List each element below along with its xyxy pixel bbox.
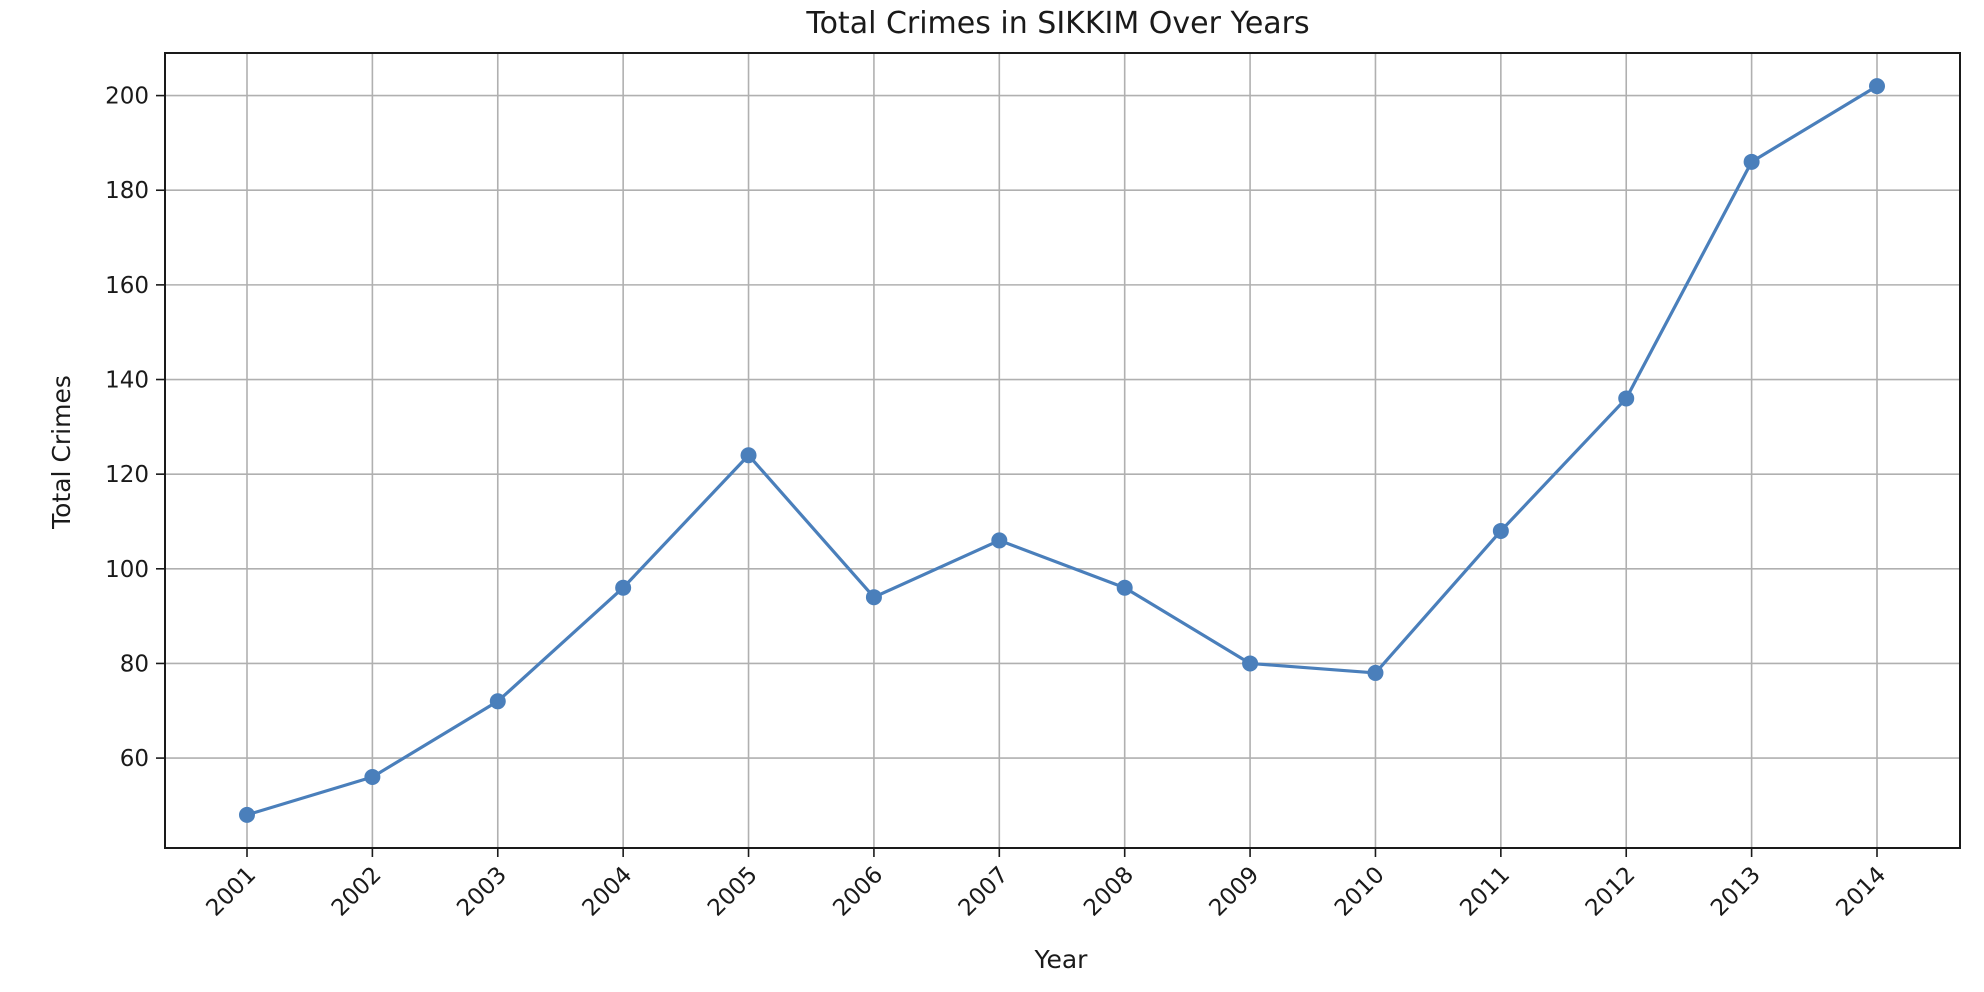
y-tick-label: 80 xyxy=(120,651,149,677)
data-point-marker xyxy=(865,589,882,606)
y-tick-label: 100 xyxy=(105,557,149,583)
data-point-marker xyxy=(1367,664,1384,681)
data-point-marker xyxy=(489,693,506,710)
data-point-marker xyxy=(1743,153,1760,170)
data-point-marker xyxy=(364,769,381,786)
data-point-marker xyxy=(239,806,255,823)
y-tick-label: 140 xyxy=(105,368,149,394)
y-tick-label: 200 xyxy=(105,84,149,110)
data-point-marker xyxy=(740,447,757,464)
data-point-marker xyxy=(1116,579,1133,596)
data-point-marker xyxy=(991,532,1008,549)
tick-marks xyxy=(156,94,1878,857)
series-layer xyxy=(239,78,1885,823)
plot-area-frame xyxy=(164,52,1961,849)
y-tick-label: 160 xyxy=(105,273,149,299)
data-point-marker xyxy=(1492,522,1509,539)
y-tick-label: 180 xyxy=(105,178,149,204)
data-point-marker xyxy=(1242,655,1259,672)
grid xyxy=(165,53,1960,848)
y-axis-label: Total Crimes xyxy=(47,375,76,530)
data-point-marker xyxy=(615,579,632,596)
x-axis-label: Year xyxy=(1034,945,1089,974)
chart-title: Total Crimes in SIKKIM Over Years xyxy=(805,6,1309,41)
data-point-marker xyxy=(1618,390,1635,407)
series-line xyxy=(246,84,1878,817)
data-point-marker xyxy=(1869,78,1885,95)
y-tick-label: 60 xyxy=(120,746,149,772)
y-tick-label: 120 xyxy=(105,462,149,488)
